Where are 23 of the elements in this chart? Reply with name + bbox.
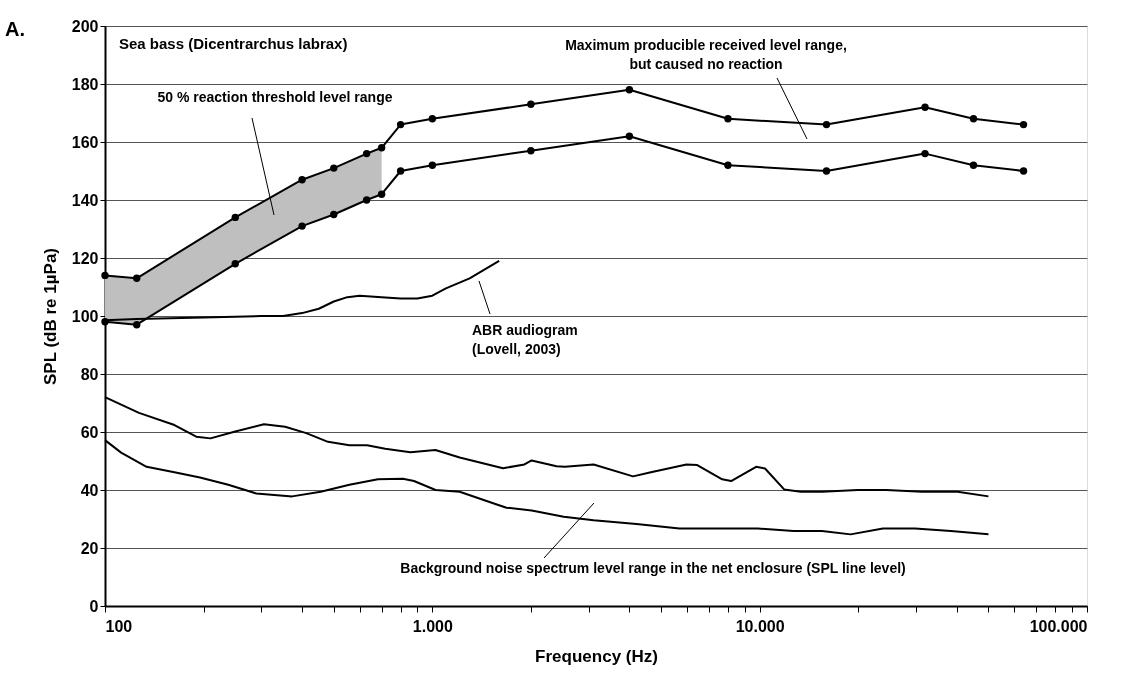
y-tick-label: 160 (71, 133, 99, 151)
x-tick-label: 1.000 (412, 617, 453, 635)
y-axis-title: SPL (dB re 1µPa) (40, 247, 60, 386)
text: Sea bass (Dicentrarchus labrax) (119, 35, 348, 52)
y-tick-label: 60 (80, 423, 99, 441)
y-tick-label: 200 (71, 17, 99, 35)
y-tick-label: 120 (71, 249, 99, 267)
annotation: Background noise spectrum level range in the net enclosure (SPL line level) (400, 560, 906, 576)
y-tick-label: 0 (89, 597, 99, 615)
x-tick-label: 10.000 (735, 617, 785, 635)
x-tick-label: 100.000 (1029, 617, 1088, 635)
y-tick-label: 80 (80, 365, 99, 383)
y-tick-label: 40 (80, 481, 99, 499)
y-tick-label: 180 (71, 75, 99, 93)
annotation: Maximum producible received level range, but caused no reaction (565, 37, 847, 72)
annotation: ABR audiogram (Lovell, 2003) (472, 322, 578, 357)
annotation: 50 % reaction threshold level range (157, 89, 393, 105)
x-tick-label: 100 (105, 617, 133, 635)
y-tick-label: 140 (71, 191, 99, 209)
y-tick-label: 100 (71, 307, 99, 325)
text: A. (5, 18, 25, 40)
y-tick-label: 20 (80, 539, 99, 557)
x-axis-title: Frequency (Hz) (535, 646, 658, 666)
